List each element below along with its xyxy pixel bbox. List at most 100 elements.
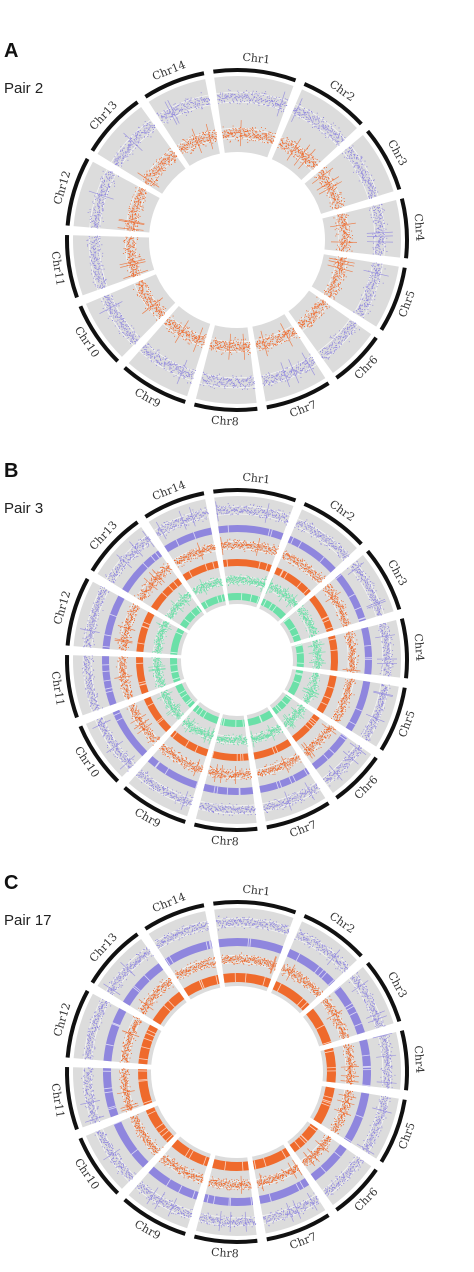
spike-marks	[325, 591, 341, 603]
grid-circle	[90, 1067, 101, 1122]
spike-marks	[327, 257, 355, 273]
grid-circle	[326, 1160, 364, 1198]
spike-marks	[284, 782, 315, 811]
spike-marks	[119, 259, 149, 279]
bar-breaks	[293, 672, 303, 684]
scatter-track	[159, 744, 204, 773]
bar-track	[345, 680, 371, 732]
chromosome-label: Chr13	[87, 930, 120, 964]
circos-plot-b: Chr1Chr2Chr3Chr4Chr5Chr6Chr7Chr8Chr9Chr1…	[49, 471, 427, 849]
ideogram-ring	[65, 989, 90, 1058]
bar-breaks	[364, 645, 373, 660]
grid-circle	[90, 655, 101, 710]
grid-circle	[254, 325, 293, 341]
bar-breaks	[316, 1024, 332, 1045]
sector-background	[195, 325, 257, 404]
grid-circle	[165, 591, 189, 617]
bar-track	[311, 733, 348, 770]
ideogram-ring	[193, 822, 258, 832]
bar-breaks	[323, 733, 348, 760]
bar-track	[145, 1107, 174, 1143]
grid-circle	[124, 236, 133, 278]
spike-marks	[303, 1140, 330, 1167]
scatter-track	[330, 678, 356, 723]
grid-circle	[89, 169, 108, 228]
scatter-track	[81, 655, 103, 712]
sector-background	[288, 290, 372, 374]
ideogram-ring	[90, 100, 139, 152]
spike-marks	[148, 665, 166, 672]
panel-a: A Pair 2 Chr1 Chr2 Chr3 Chr4 Chr5 Chr6 Chr7 Chr…	[0, 40, 474, 440]
bar-breaks	[333, 986, 362, 1027]
ideogram-ring	[335, 336, 378, 380]
bar-track	[138, 1069, 153, 1106]
bar-track	[103, 1008, 127, 1062]
spike-marks	[307, 643, 326, 664]
circos-plot-a: Chr1Chr2Chr3Chr4Chr5Chr6Chr7Chr8Chr9Chr1…	[49, 51, 427, 429]
scatter-track	[208, 765, 252, 782]
spike-marks	[276, 91, 286, 117]
grid-circle	[215, 917, 291, 928]
grid-circle	[105, 534, 148, 580]
spike-marks	[334, 1093, 357, 1116]
grid-circle	[314, 174, 335, 210]
ideogram-ring	[193, 402, 258, 412]
grid-circle	[125, 186, 140, 231]
sector-background	[304, 134, 394, 214]
bar-track	[192, 705, 219, 724]
bar-track	[170, 628, 185, 655]
ideogram-ring	[303, 502, 363, 546]
scatter-track	[294, 929, 348, 973]
chromosome-label: Chr4	[412, 633, 427, 662]
ideogram-ring	[123, 786, 186, 824]
ideogram-ring	[266, 801, 330, 830]
grid-circle	[283, 964, 323, 993]
bar-breaks	[361, 1054, 372, 1087]
grid-circle	[327, 583, 351, 625]
bar-track	[344, 1092, 370, 1143]
bar-track	[122, 550, 163, 593]
chromosome-sector: Chr1	[213, 51, 297, 158]
bar-track	[291, 714, 320, 742]
ideogram-ring	[123, 1198, 186, 1236]
grid-circle	[296, 298, 321, 323]
spike-marks	[103, 1148, 121, 1161]
grid-circle	[320, 1001, 342, 1040]
scatter-track	[133, 280, 167, 321]
grid-circle	[120, 1016, 135, 1063]
grid-circle	[140, 769, 193, 800]
scatter-track	[130, 1114, 164, 1155]
scatter-track	[216, 733, 249, 747]
bar-breaks	[276, 983, 308, 1009]
bar-breaks	[320, 1151, 341, 1173]
scatter-track	[226, 574, 267, 590]
chromosome-label: Chr11	[49, 1082, 67, 1118]
spike-marks	[239, 120, 242, 147]
grid-circle	[360, 1095, 382, 1150]
grid-circle	[209, 767, 251, 772]
spike-marks	[228, 333, 246, 360]
bar-breaks	[172, 732, 199, 753]
chromosome-sector: Chr14	[144, 478, 227, 613]
spike-marks	[326, 1009, 343, 1020]
spike-marks	[88, 190, 114, 200]
grid-circle	[297, 518, 350, 556]
chromosome-label: Chr13	[87, 518, 120, 552]
chromosome-sector: Chr11	[49, 655, 185, 719]
chromosome-label: Chr8	[211, 834, 240, 849]
bar-track	[324, 1047, 336, 1083]
scatter-track	[122, 236, 142, 278]
bar-breaks	[105, 1022, 121, 1047]
bar-breaks	[137, 1070, 152, 1104]
bar-track	[170, 658, 181, 683]
bar-track	[203, 1193, 254, 1206]
grid-circle	[323, 324, 359, 361]
ideogram-ring	[213, 68, 297, 83]
grid-circle	[317, 639, 322, 670]
scatter-track	[215, 915, 290, 935]
grid-circle	[262, 364, 317, 386]
bar-track	[283, 617, 301, 643]
bar-breaks	[195, 706, 207, 718]
bar-track	[218, 938, 284, 954]
ideogram-ring	[144, 491, 205, 519]
